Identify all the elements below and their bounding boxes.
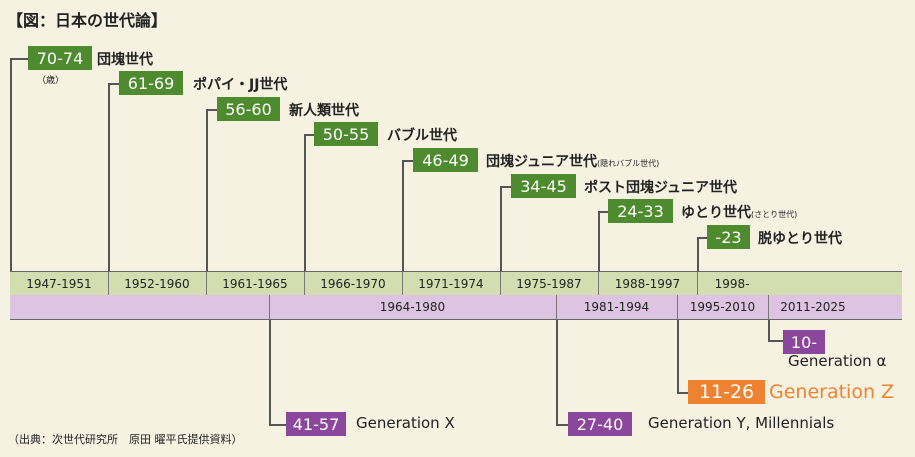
jp-sep-2 <box>206 272 207 296</box>
jp-generation-name-5: ポスト団塊ジュニア世代 <box>584 177 737 197</box>
jp-age-badge-6: 24-33 <box>608 199 673 223</box>
west-connector-alpha <box>768 319 770 341</box>
west-connector-alpha-h <box>768 340 783 342</box>
jp-generation-name-3: バブル世代 <box>387 125 457 145</box>
west-generation-name-alpha: Generation α <box>788 352 887 370</box>
jp-generation-name-0: 団塊世代 <box>97 49 153 69</box>
west-generation-name-x: Generation X <box>356 414 455 432</box>
west-generation-name-y: Generation Y, Millennials <box>648 414 835 432</box>
west-age-badge-x: 41-57 <box>286 412 346 436</box>
west-age-badge-y: 27-40 <box>568 412 632 436</box>
jp-age-badge-2: 56-60 <box>217 97 280 121</box>
jp-period-0: 1947-1951 <box>26 277 92 291</box>
jp-period-5: 1975-1987 <box>516 277 582 291</box>
jp-note-4: (隠れバブル世代) <box>597 159 660 168</box>
jp-sep-3 <box>304 272 305 296</box>
jp-generation-name-4: 団塊ジュニア世代(隠れバブル世代) <box>486 151 659 171</box>
west-connector-z <box>677 319 679 393</box>
age-unit-label: （歳） <box>37 76 65 86</box>
jp-connector-5-h <box>500 186 511 188</box>
japan-period-bar: 1947-1951 1952-1960 1961-1965 1966-1970 … <box>10 271 902 297</box>
jp-connector-7 <box>697 237 699 271</box>
jp-connector-5 <box>500 186 502 271</box>
western-period-bar: 1964-1980 1981-1994 1995-2010 2011-2025 <box>10 295 902 320</box>
jp-name-6: ゆとり世代 <box>681 205 751 221</box>
west-connector-x <box>269 296 271 425</box>
jp-connector-6 <box>598 211 600 271</box>
jp-sep-5 <box>500 272 501 296</box>
west-connector-y <box>556 319 558 425</box>
jp-sep-6 <box>598 272 599 296</box>
west-sep-1 <box>269 295 270 319</box>
jp-period-1: 1952-1960 <box>124 277 190 291</box>
jp-age-badge-7: -23 <box>707 225 750 249</box>
west-period-y: 1981-1994 <box>583 300 650 314</box>
jp-connector-3-h <box>304 134 314 136</box>
jp-age-badge-0: 70-74 <box>28 46 92 70</box>
jp-name-1: ポパイ・JJ世代 <box>193 77 288 93</box>
jp-connector-4 <box>402 160 404 271</box>
west-period-x: 1964-1980 <box>379 300 446 314</box>
west-connector-y-h <box>556 424 568 426</box>
west-generation-name-z: Generation Z <box>769 381 895 403</box>
jp-age-badge-4: 46-49 <box>413 148 478 172</box>
jp-connector-4-h <box>402 160 413 162</box>
jp-period-7: 1998- <box>714 277 750 291</box>
jp-name-4: 団塊ジュニア世代 <box>486 154 598 170</box>
west-age-badge-z: 11-26 <box>688 380 765 404</box>
west-connector-x-h <box>269 424 286 426</box>
jp-connector-0 <box>10 58 12 271</box>
jp-generation-name-6: ゆとり世代(さとり世代) <box>681 202 797 222</box>
jp-note-6: (さとり世代) <box>751 210 798 219</box>
jp-connector-1 <box>108 83 110 271</box>
jp-period-3: 1966-1970 <box>320 277 386 291</box>
jp-age-badge-3: 50-55 <box>314 122 378 146</box>
source-note: （出典：次世代研究所 原田 曜平氏提供資料） <box>8 433 243 446</box>
jp-connector-2-h <box>206 109 217 111</box>
west-sep-4 <box>768 295 769 319</box>
jp-connector-0-h <box>10 58 28 60</box>
jp-name-2: 新人類世代 <box>289 103 359 119</box>
jp-period-2: 1961-1965 <box>222 277 288 291</box>
jp-sep-4 <box>402 272 403 296</box>
jp-name-0: 団塊世代 <box>97 52 153 68</box>
jp-name-3: バブル世代 <box>387 128 457 144</box>
jp-name-7: 脱ゆとり世代 <box>758 231 842 247</box>
jp-connector-6-h <box>598 211 608 213</box>
west-connector-z-h <box>677 392 688 394</box>
west-period-alpha: 2011-2025 <box>780 300 846 314</box>
jp-connector-1-h <box>108 83 119 85</box>
jp-period-4: 1971-1974 <box>418 277 484 291</box>
jp-connector-2 <box>206 109 208 271</box>
west-sep-3 <box>677 295 678 319</box>
diagram-title: 【図：日本の世代論】 <box>7 11 168 30</box>
jp-sep-1 <box>108 272 109 296</box>
west-age-badge-alpha: 10- <box>783 330 825 354</box>
west-sep-2 <box>556 295 557 319</box>
jp-generation-name-2: 新人類世代 <box>289 100 359 120</box>
jp-generation-name-7: 脱ゆとり世代 <box>758 228 842 248</box>
jp-generation-name-1: ポパイ・JJ世代 <box>193 74 287 94</box>
jp-connector-3 <box>304 134 306 271</box>
jp-connector-7-h <box>697 237 707 239</box>
jp-age-badge-5: 34-45 <box>511 174 576 198</box>
west-period-z: 1995-2010 <box>689 300 756 314</box>
jp-sep-7 <box>697 272 698 296</box>
jp-age-badge-1: 61-69 <box>119 71 183 95</box>
jp-period-6: 1988-1997 <box>614 277 681 291</box>
jp-name-5: ポスト団塊ジュニア世代 <box>584 180 738 196</box>
